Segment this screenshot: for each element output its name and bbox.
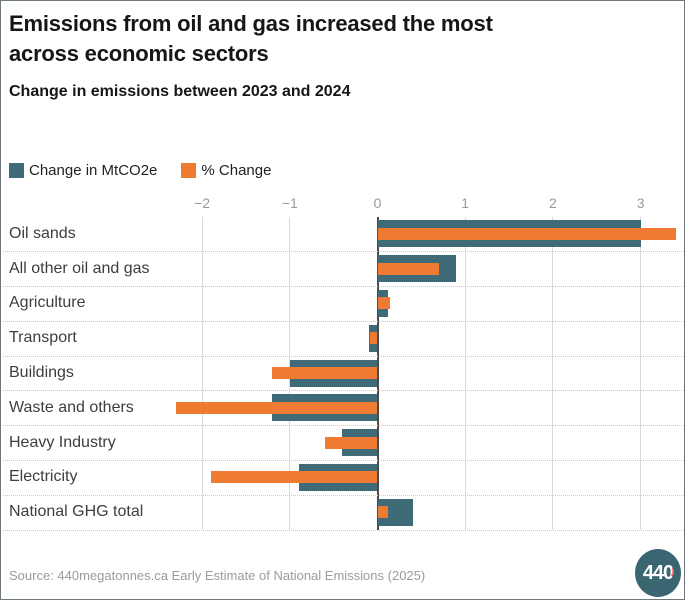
- gridline: [464, 216, 466, 530]
- row-separator: [3, 251, 684, 253]
- x-tick-label: 3: [636, 195, 645, 211]
- logo-440-badge[interactable]: 440 ↓: [635, 549, 681, 597]
- bar-pct-change[interactable]: [324, 436, 378, 449]
- page-title: Emissions from oil and gas increased the…: [9, 9, 493, 69]
- bar-pct-change[interactable]: [175, 401, 378, 414]
- x-tick-label: 2: [548, 195, 557, 211]
- category-label-agriculture: Agriculture: [9, 294, 86, 312]
- gridline: [201, 216, 203, 530]
- legend-label-mtco2e: Change in MtCO2e: [29, 162, 158, 179]
- chart-legend: Change in MtCO2e % Change: [9, 162, 271, 179]
- legend-label-pct-change: % Change: [201, 162, 272, 179]
- chart-subtitle: Change in emissions between 2023 and 202…: [9, 83, 351, 100]
- bar-pct-change[interactable]: [377, 297, 390, 310]
- page-title-line2: across economic sectors: [9, 41, 269, 66]
- source-text: Source: 440megatonnes.ca Early Estimate …: [9, 568, 426, 583]
- row-separator: [3, 286, 684, 288]
- page-title-line1: Emissions from oil and gas increased the…: [9, 11, 493, 36]
- x-tick-label: 1: [461, 195, 470, 211]
- legend-item-pct-change[interactable]: % Change: [181, 162, 271, 179]
- row-separator: [3, 425, 684, 427]
- down-arrow-icon: ↓: [668, 563, 677, 580]
- bar-pct-change[interactable]: [370, 332, 378, 345]
- legend-swatch-orange-icon: [181, 163, 197, 178]
- category-label-all-other-oil-and-gas: All other oil and gas: [9, 259, 150, 277]
- category-label-waste-and-others: Waste and others: [9, 398, 134, 416]
- row-separator: [3, 355, 684, 357]
- x-tick-label: −1: [281, 195, 298, 211]
- row-separator: [3, 390, 684, 392]
- legend-swatch-teal-icon: [9, 163, 24, 178]
- zero-baseline: [376, 216, 379, 530]
- gridline: [640, 216, 642, 530]
- row-separator: [3, 529, 684, 531]
- row-separator: [3, 320, 684, 322]
- logo-440-text: 440: [642, 561, 674, 584]
- x-tick-label: −2: [194, 195, 211, 211]
- legend-item-mtco2e[interactable]: Change in MtCO2e: [9, 162, 157, 179]
- row-separator: [3, 459, 684, 461]
- category-label-transport: Transport: [9, 329, 77, 347]
- row-separator: [3, 494, 684, 496]
- bar-pct-change[interactable]: [377, 506, 389, 519]
- category-label-national-ghg-total: National GHG total: [9, 503, 144, 521]
- bar-pct-change[interactable]: [210, 471, 378, 484]
- bar-pct-change[interactable]: [272, 367, 378, 379]
- gridline: [552, 216, 554, 530]
- bar-pct-change[interactable]: [377, 227, 676, 240]
- bar-pct-change[interactable]: [377, 262, 439, 275]
- category-label-electricity: Electricity: [9, 468, 78, 486]
- category-label-oil-sands: Oil sands: [9, 224, 76, 242]
- category-label-heavy-industry: Heavy Industry: [9, 433, 116, 451]
- x-tick-label: 0: [373, 195, 382, 211]
- category-label-buildings: Buildings: [9, 364, 74, 381]
